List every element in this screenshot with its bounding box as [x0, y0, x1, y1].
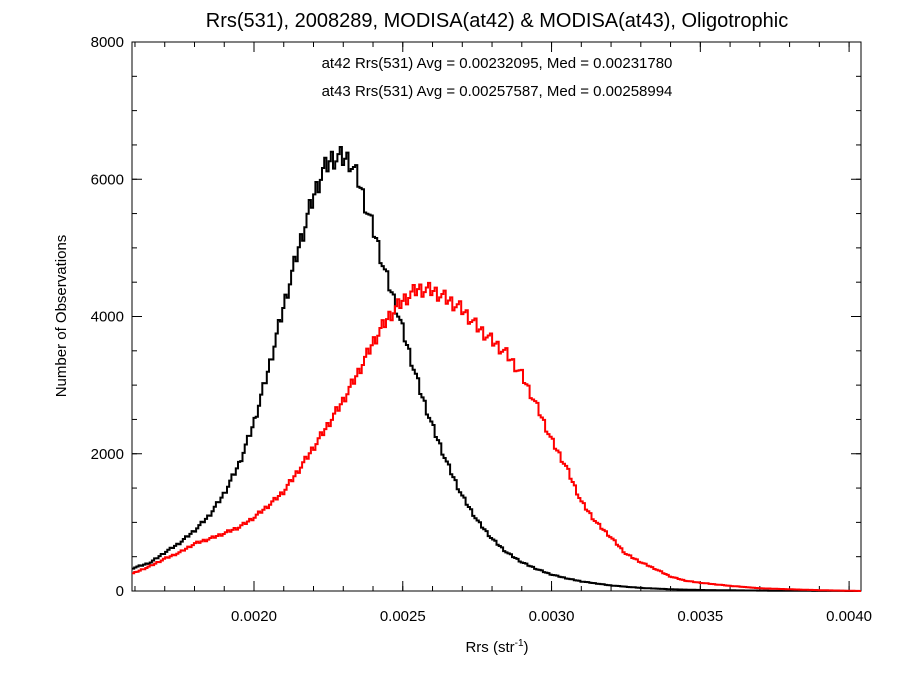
- x-tick-label: 0.0030: [529, 608, 575, 625]
- y-tick-label: 6000: [91, 171, 124, 188]
- y-axis-label: Number of Observations: [53, 235, 70, 398]
- x-tick-label: 0.0025: [380, 608, 426, 625]
- x-axis-label-sup: -1: [515, 638, 524, 649]
- series-line-0: [132, 146, 861, 592]
- x-axis-label: Rrs (str-1): [465, 638, 528, 656]
- annotation-at42: at42 Rrs(531) Avg = 0.00232095, Med = 0.…: [322, 55, 673, 72]
- chart-title: Rrs(531), 2008289, MODISA(at42) & MODISA…: [206, 10, 788, 32]
- x-tick-label: 0.0035: [677, 608, 723, 625]
- annotation-at43: at43 Rrs(531) Avg = 0.00257587, Med = 0.…: [322, 83, 673, 100]
- x-tick-label: 0.0040: [826, 608, 872, 625]
- x-axis-label-base: Rrs (str: [465, 639, 514, 656]
- series-line-1: [132, 281, 861, 592]
- y-tick-label: 2000: [91, 446, 124, 463]
- y-tick-label: 8000: [91, 34, 124, 51]
- x-axis-label-close: ): [524, 639, 529, 656]
- axis-ticks: 0.0020 0.0025 0.0030 0.0035 0.0040 0 2000 4000 6…: [91, 34, 872, 625]
- series-group: [132, 146, 861, 592]
- x-tick-label: 0.0020: [231, 608, 277, 625]
- y-tick-label: 4000: [91, 309, 124, 326]
- y-tick-label: 0: [116, 583, 124, 600]
- plot-frame: [131, 41, 862, 592]
